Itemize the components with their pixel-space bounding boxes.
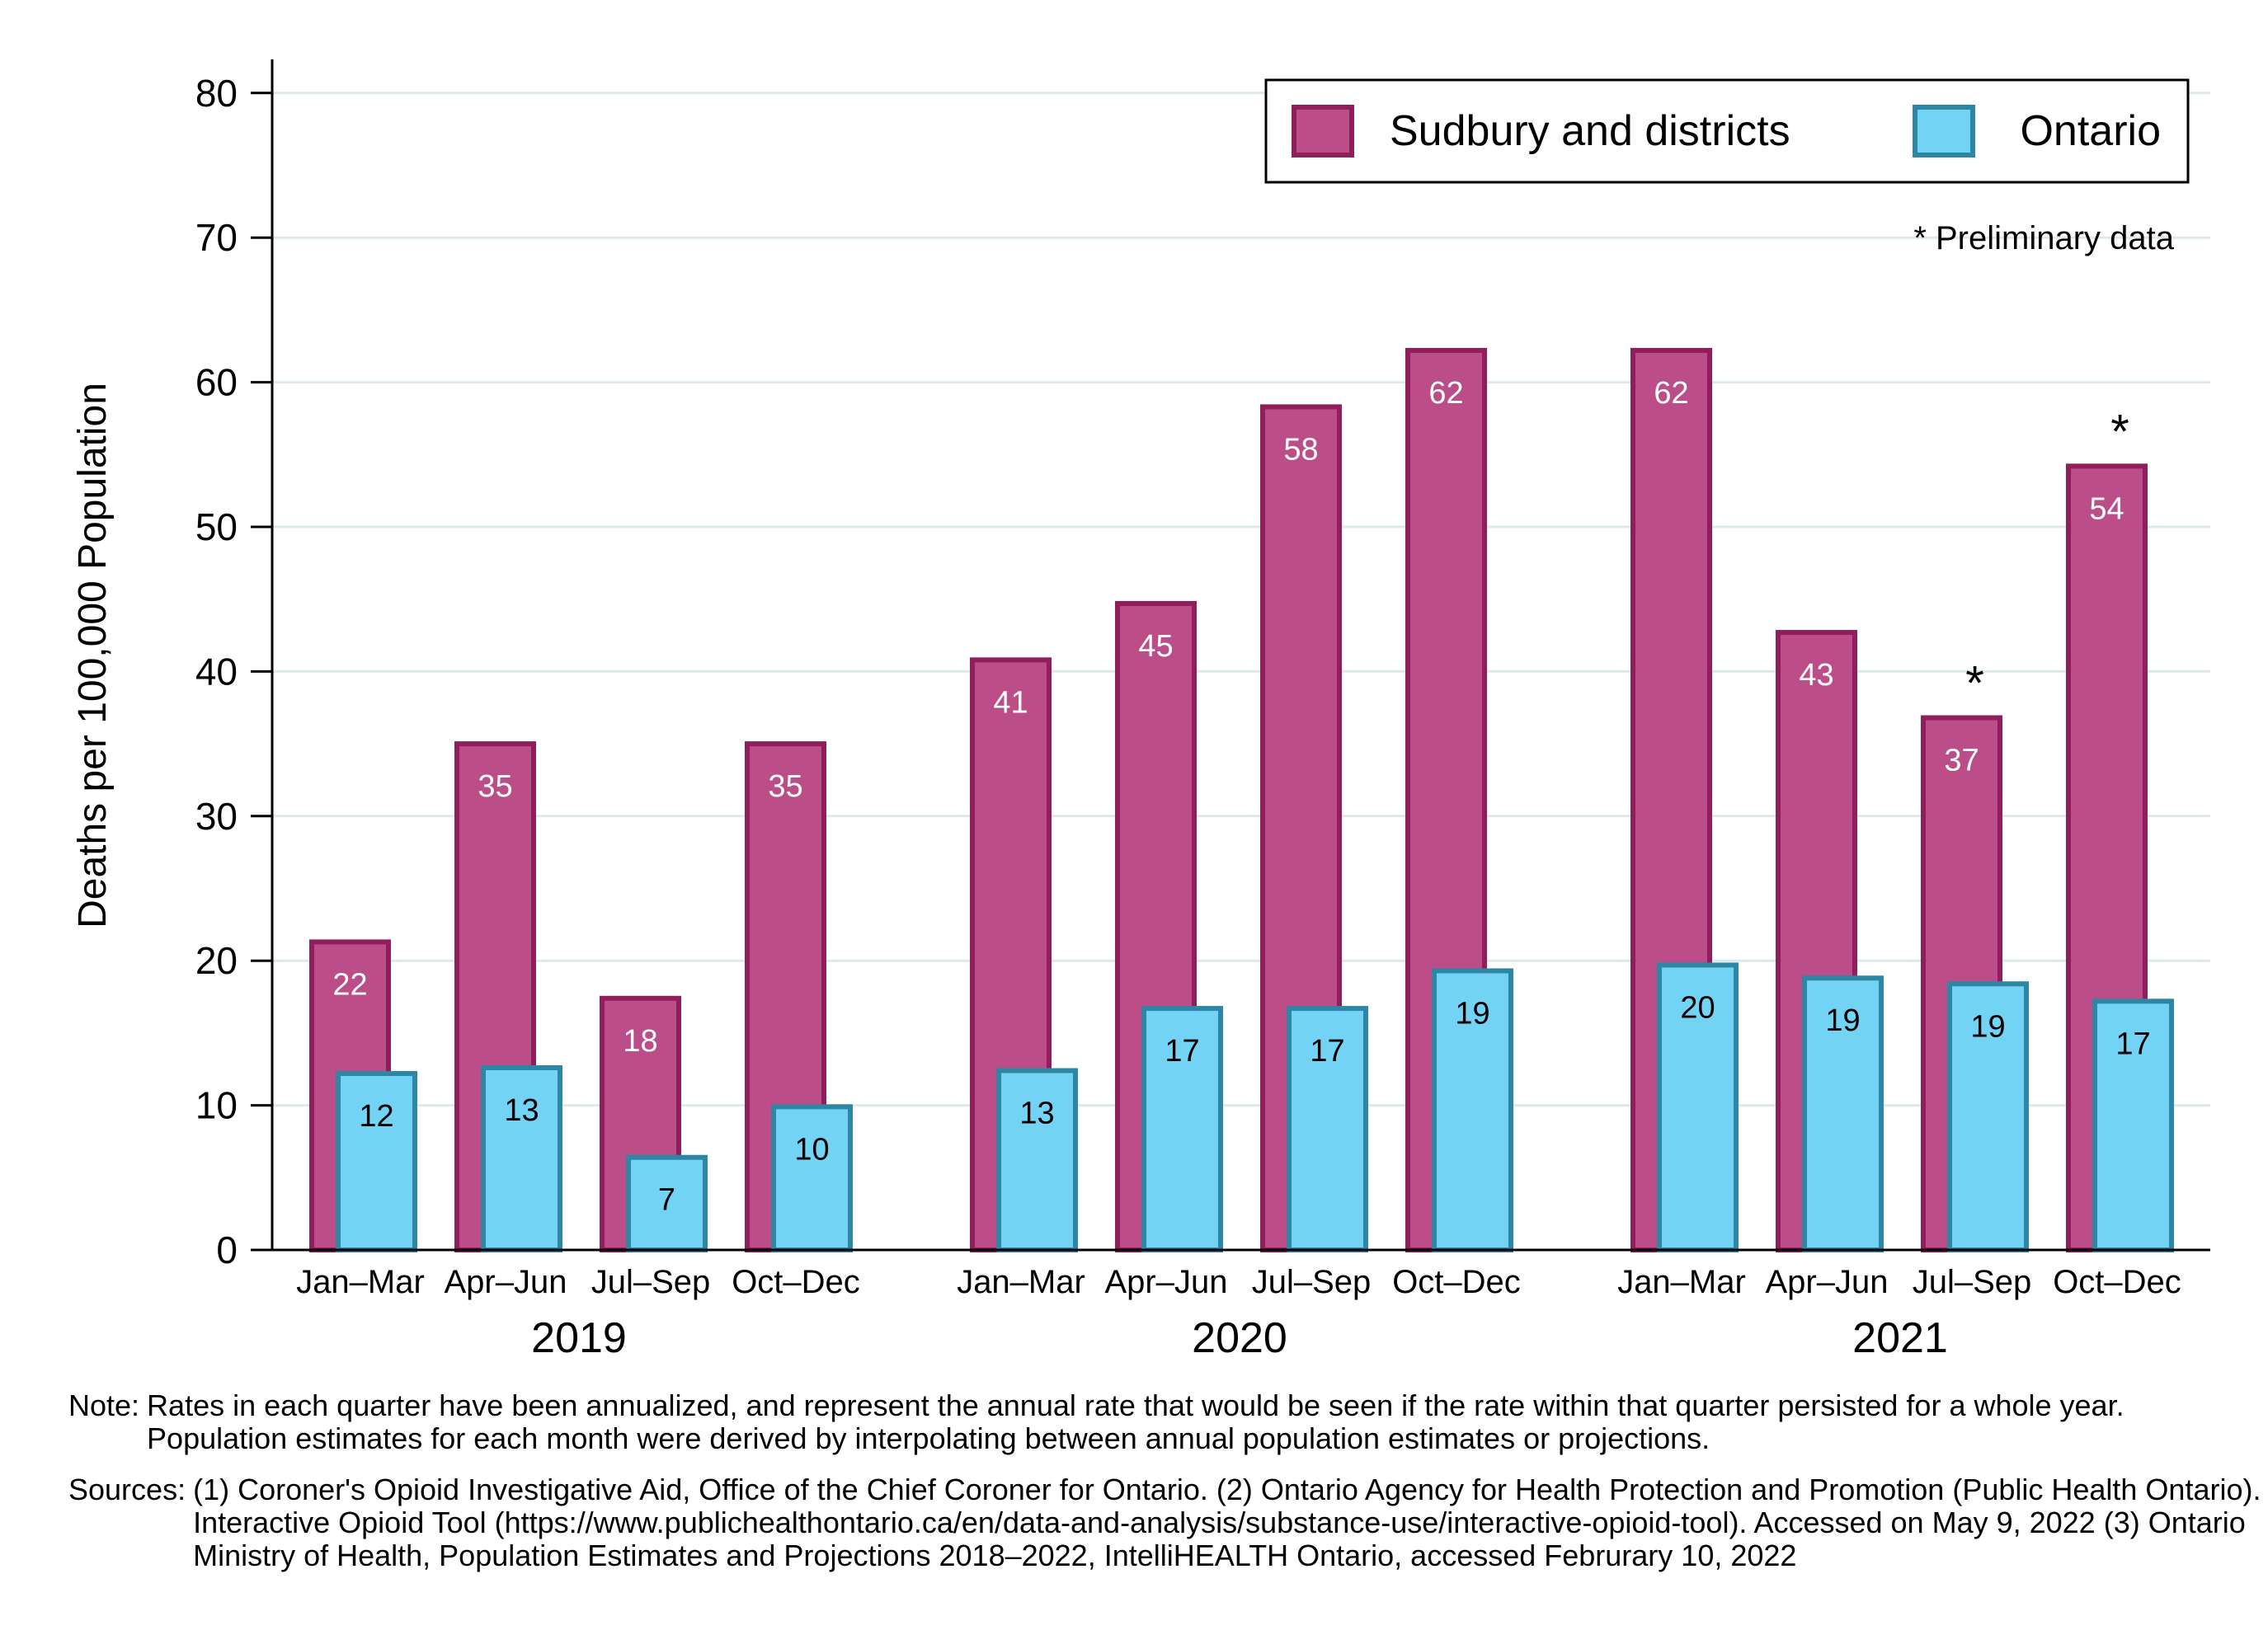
data-label-sudbury: 54: [2089, 491, 2124, 526]
data-label-sudbury: 18: [623, 1024, 657, 1059]
data-label-sudbury: 35: [768, 769, 802, 804]
y-tick-label: 10: [195, 1084, 238, 1127]
x-tick-label: Jul–Sep: [1913, 1264, 2032, 1300]
data-label-ontario: 7: [658, 1183, 675, 1218]
y-tick-label: 0: [216, 1229, 238, 1271]
bar-ontario: [2092, 998, 2174, 1252]
bar-ontario: [1947, 981, 2029, 1253]
note: Note: Rates in each quarter have been an…: [68, 1389, 2262, 1455]
sources-label: Sources:: [68, 1473, 186, 1506]
y-tick-label: 70: [195, 216, 238, 259]
bar-ontario: [336, 1071, 417, 1252]
bar-ontario: [1287, 1006, 1368, 1253]
note-text: Rates in each quarter have been annualiz…: [147, 1388, 2124, 1455]
x-tick-label: Oct–Dec: [732, 1264, 860, 1300]
gridlines: [272, 92, 2210, 1107]
x-group-label: 2020: [1192, 1314, 1287, 1362]
x-tick-label: Jul–Sep: [591, 1264, 711, 1300]
bar-ontario: [481, 1064, 562, 1252]
legend: Sudbury and districts Ontario * Preliminar…: [1264, 78, 2190, 256]
bar-ontario: [771, 1104, 853, 1252]
data-label-sudbury: 43: [1799, 658, 1833, 693]
y-tick-label: 80: [195, 72, 238, 115]
preliminary-marker: *: [1965, 657, 1984, 711]
legend-label-ontario: Ontario: [2020, 107, 2161, 155]
data-label-ontario: 17: [2115, 1027, 2150, 1061]
data-label-sudbury: 58: [1283, 432, 1318, 467]
x-tick-label: Jul–Sep: [1252, 1264, 1372, 1300]
x-tick-label: Jan–Mar: [296, 1264, 425, 1300]
data-label-ontario: 19: [1455, 996, 1489, 1031]
data-label-sudbury: 37: [1944, 744, 1979, 778]
notes: Note: Rates in each quarter have been an…: [68, 1389, 2262, 1572]
sources: Sources: (1) Coroner's Opioid Investigat…: [68, 1473, 2262, 1572]
x-group-label: 2021: [1852, 1314, 1948, 1362]
bar-ontario: [1432, 968, 1513, 1253]
data-label-ontario: 13: [504, 1093, 539, 1128]
y-tick-label: 20: [195, 939, 238, 982]
y-tick-label: 60: [195, 361, 238, 404]
data-label-sudbury: 22: [332, 967, 367, 1002]
bar-ontario: [1141, 1006, 1223, 1253]
data-label-ontario: 19: [1970, 1009, 2005, 1044]
x-tick-label: Apr–Jun: [1105, 1264, 1228, 1300]
y-axis-title: Deaths per 100,000 Population: [71, 383, 115, 928]
data-label-sudbury: 62: [1654, 376, 1688, 411]
legend-swatch-sudbury: [1292, 105, 1354, 157]
preliminary-note: * Preliminary data: [1913, 220, 2174, 256]
x-group-label: 2019: [531, 1314, 627, 1362]
data-label-sudbury: 35: [478, 769, 512, 804]
x-tick-label: Oct–Dec: [2053, 1264, 2181, 1300]
x-tick-label: Apr–Jun: [445, 1264, 567, 1300]
data-label-ontario: 12: [359, 1099, 393, 1134]
y-tick-label: 50: [195, 505, 238, 548]
bar-ontario: [1657, 962, 1739, 1253]
data-label-sudbury: 45: [1138, 629, 1173, 664]
data-label-ontario: 17: [1165, 1034, 1199, 1069]
sources-text: (1) Coroner's Opioid Investigative Aid, …: [193, 1473, 2261, 1572]
data-label-ontario: 10: [794, 1132, 829, 1167]
data-label-ontario: 13: [1019, 1097, 1054, 1131]
data-label-ontario: 19: [1825, 1003, 1860, 1038]
axes: 0 10 20 30 40 50 60 70 80 Deaths per 100,000 Popu…: [71, 59, 2210, 1362]
preliminary-marker: *: [2110, 405, 2129, 458]
legend-label-sudbury: Sudbury and districts: [1390, 107, 1790, 155]
data-label-sudbury: 41: [993, 685, 1028, 720]
x-tick-label: Apr–Jun: [1766, 1264, 1889, 1300]
data-label-ontario: 17: [1310, 1034, 1344, 1069]
data-label-ontario: 20: [1680, 990, 1715, 1025]
data-label-sudbury: 62: [1428, 376, 1463, 411]
bar-ontario: [626, 1154, 708, 1253]
legend-box: [1264, 78, 2190, 184]
x-tick-label: Oct–Dec: [1392, 1264, 1521, 1300]
y-tick-label: 30: [195, 795, 238, 838]
note-label: Note:: [68, 1388, 140, 1422]
y-tick-label: 40: [195, 650, 238, 693]
x-tick-label: Jan–Mar: [1617, 1264, 1746, 1300]
legend-swatch-ontario: [1913, 105, 1975, 157]
bars: 22 12 35 13 18 7 35 10 41 13 45 17 58 17 62 19 62 20 43 19 3…: [309, 348, 2174, 1253]
x-tick-label: Jan–Mar: [957, 1264, 1085, 1300]
bar-ontario: [1802, 975, 1884, 1253]
